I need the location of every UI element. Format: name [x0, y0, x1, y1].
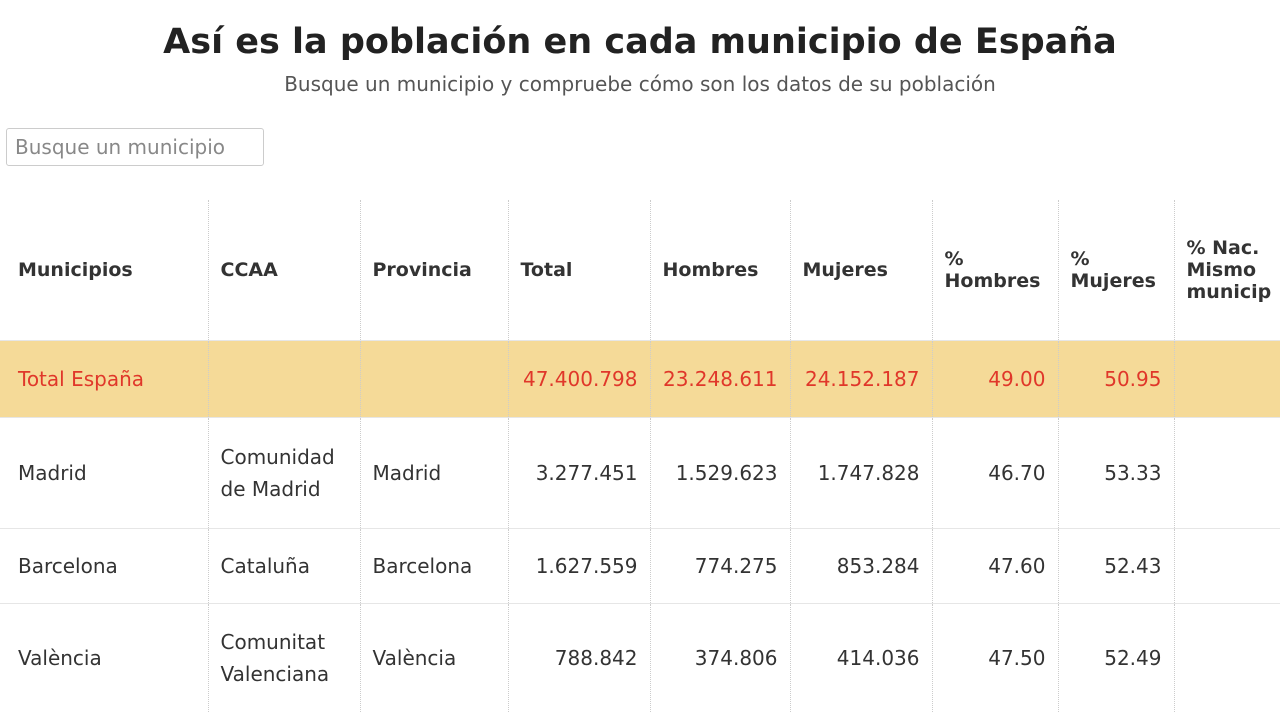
- table-cell: Barcelona: [0, 528, 208, 604]
- column-header[interactable]: % Nac. Mismo municip: [1173, 200, 1280, 341]
- table-cell: 53.33: [1057, 417, 1174, 529]
- table-cell: Madrid: [0, 417, 208, 529]
- table-cell: 47.400.798: [507, 340, 650, 418]
- column-header[interactable]: Total: [507, 200, 650, 341]
- table-cell: 853.284: [789, 528, 932, 604]
- header-row: Municipios CCAA Provincia Total Hombres Mujer…: [0, 200, 1280, 341]
- table-cell: Barcelona: [359, 528, 508, 604]
- table-cell: 50.95: [1057, 340, 1174, 418]
- column-header[interactable]: CCAA: [207, 200, 360, 341]
- subtitle: Busque un municipio y compruebe cómo son…: [284, 72, 996, 96]
- table-cell: Total España: [0, 340, 208, 418]
- table-cell: 47.50: [931, 603, 1058, 712]
- table-cell: Cataluña: [207, 528, 360, 604]
- column-header[interactable]: % Hombres: [931, 200, 1058, 341]
- table-cell: 49.: [1173, 417, 1280, 529]
- table-cell: [359, 340, 508, 418]
- table-row: València Comunitat Valenciana València 788.…: [0, 603, 1280, 712]
- table-cell: València: [359, 603, 508, 712]
- table-cell: [207, 340, 360, 418]
- search-input[interactable]: Busque un municipio: [6, 128, 264, 166]
- table-cell: 45.: [1173, 340, 1280, 418]
- table-row: Madrid Comunidad de Madrid Madrid 3.277.451…: [0, 417, 1280, 529]
- table-wrap: Municipios CCAA Provincia Total Hombres Mujer…: [0, 200, 1280, 720]
- column-header[interactable]: Municipios: [18, 259, 133, 281]
- table-cell: Comunidad de Madrid: [207, 417, 360, 529]
- table-cell: 23.248.611: [649, 340, 790, 418]
- table-cell: 24.152.187: [789, 340, 932, 418]
- table-cell: 52.49: [1057, 603, 1174, 712]
- table-row: Barcelona Cataluña Barcelona 1.627.559 774.2…: [0, 528, 1280, 604]
- table-cell: 1.529.623: [649, 417, 790, 529]
- table-cell: Madrid: [359, 417, 508, 529]
- column-header[interactable]: Hombres: [649, 200, 790, 341]
- table-body: Total España 47.400.798 23.248.611 24.152.1…: [0, 340, 1280, 712]
- column-header[interactable]: % Mujeres: [1057, 200, 1174, 341]
- table-cell: 1.747.828: [789, 417, 932, 529]
- table-cell: 788.842: [507, 603, 650, 712]
- table-cell: València: [0, 603, 208, 712]
- table-cell: 1.627.559: [507, 528, 650, 604]
- table-cell: 52.43: [1057, 528, 1174, 604]
- data-table: Municipios CCAA Provincia Total Hombres Mujer…: [0, 200, 1280, 712]
- title: Así es la población en cada municipio de…: [163, 22, 1117, 62]
- table-cell: 414.036: [789, 603, 932, 712]
- table-cell: 49.: [1173, 528, 1280, 604]
- column-header[interactable]: Provincia: [359, 200, 508, 341]
- table-cell: 47.60: [931, 528, 1058, 604]
- table-cell: 49.00: [931, 340, 1058, 418]
- table-cell: 774.275: [649, 528, 790, 604]
- table-cell: 53.: [1173, 603, 1280, 712]
- column-header[interactable]: Mujeres: [789, 200, 932, 341]
- table-cell: 374.806: [649, 603, 790, 712]
- table-cell: Comunitat Valenciana: [207, 603, 360, 712]
- table-cell: 3.277.451: [507, 417, 650, 529]
- table-cell: 46.70: [931, 417, 1058, 529]
- table-row: Total España 47.400.798 23.248.611 24.152.1…: [0, 340, 1280, 418]
